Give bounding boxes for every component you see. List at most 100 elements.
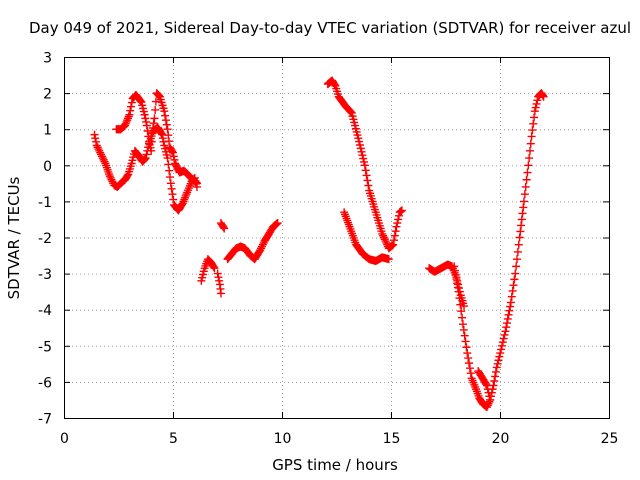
data-point	[360, 161, 369, 170]
data-point	[95, 146, 104, 155]
data-point	[533, 96, 542, 105]
data-point	[164, 160, 173, 169]
data-point	[507, 292, 516, 301]
data-point	[524, 161, 533, 170]
data-point	[459, 325, 468, 334]
data-point	[505, 306, 514, 315]
data-point	[528, 126, 537, 135]
data-point	[123, 116, 132, 125]
y-tick-label: 2	[43, 87, 52, 103]
data-point	[525, 146, 534, 155]
data-point	[151, 97, 160, 106]
data-point	[486, 395, 495, 404]
data-points	[90, 76, 548, 412]
data-point	[169, 152, 178, 161]
data-point	[169, 195, 178, 204]
data-point	[168, 147, 177, 156]
data-point	[125, 110, 134, 119]
data-point	[511, 269, 520, 278]
data-point	[491, 372, 500, 381]
data-point	[519, 197, 528, 206]
y-tick-label: 1	[43, 123, 52, 139]
data-point	[450, 266, 459, 275]
data-point	[355, 140, 364, 149]
y-tick-label: 3	[43, 51, 52, 67]
data-point	[147, 137, 156, 146]
data-point	[394, 211, 403, 220]
data-point	[140, 110, 149, 119]
data-point	[180, 195, 189, 204]
data-point	[461, 337, 470, 346]
data-point	[457, 307, 466, 316]
data-point	[93, 143, 102, 152]
data-point	[106, 173, 115, 182]
data-point	[92, 141, 101, 150]
data-point	[501, 327, 510, 336]
data-point	[140, 155, 149, 164]
data-point	[148, 128, 157, 137]
data-point	[165, 166, 174, 175]
data-point	[499, 334, 508, 343]
data-point	[500, 330, 509, 339]
data-point	[143, 127, 152, 136]
data-point	[492, 363, 501, 372]
data-point	[157, 129, 166, 138]
data-point	[214, 273, 223, 282]
data-point	[178, 199, 187, 208]
data-point	[482, 403, 491, 412]
data-point	[170, 155, 179, 164]
data-point	[256, 246, 265, 255]
data-point	[181, 191, 190, 200]
data-point	[503, 314, 512, 323]
x-tick-label: 20	[492, 431, 510, 447]
y-tick-label: -1	[38, 195, 52, 211]
data-point	[514, 240, 523, 249]
data-point	[497, 345, 506, 354]
data-point	[464, 354, 473, 363]
data-point	[452, 275, 461, 284]
data-point	[455, 294, 464, 303]
data-point	[141, 154, 150, 163]
data-point	[496, 349, 505, 358]
data-point	[150, 114, 159, 123]
data-point	[357, 147, 366, 156]
y-tick-label: -7	[38, 412, 52, 428]
data-point	[527, 132, 536, 141]
data-point	[393, 219, 402, 228]
data-point	[121, 119, 130, 128]
data-point	[526, 139, 535, 148]
data-point	[96, 148, 105, 157]
data-point	[453, 279, 462, 288]
data-point	[458, 313, 467, 322]
data-point	[498, 338, 507, 347]
y-tick-label: -2	[38, 231, 52, 247]
grid	[64, 57, 609, 418]
data-point	[521, 182, 530, 191]
data-point	[482, 381, 491, 390]
data-point	[530, 113, 539, 122]
data-point	[523, 168, 532, 177]
data-point	[141, 114, 150, 123]
data-point	[215, 276, 224, 285]
data-point	[219, 223, 228, 232]
data-point	[513, 247, 522, 256]
data-point	[506, 298, 515, 307]
data-point	[94, 145, 103, 154]
data-point	[168, 190, 177, 199]
data-point	[497, 341, 506, 350]
data-point	[502, 323, 511, 332]
data-point	[517, 221, 526, 230]
data-point	[453, 283, 462, 292]
data-point	[149, 123, 158, 132]
data-point	[360, 157, 369, 166]
y-tick-label: -5	[38, 339, 52, 355]
data-point	[164, 131, 173, 140]
data-point	[213, 269, 222, 278]
data-point	[382, 238, 391, 247]
data-point	[465, 364, 474, 373]
data-point	[354, 134, 363, 143]
data-point	[346, 107, 355, 116]
data-point	[142, 150, 151, 159]
data-point	[97, 150, 106, 159]
